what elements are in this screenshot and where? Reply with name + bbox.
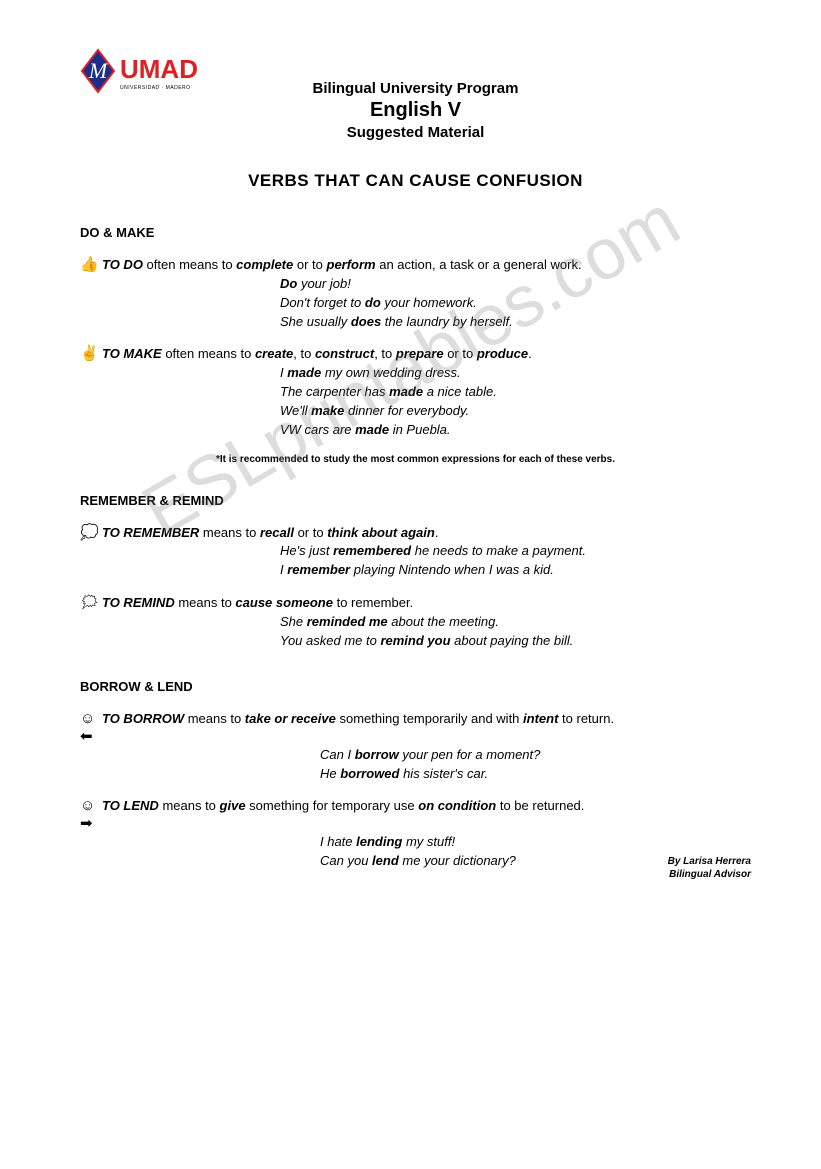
- definition-text: TO MAKE often means to create, to constr…: [102, 345, 751, 364]
- bullet-icon: 💭: [80, 524, 102, 542]
- verb-entry: ☺⬅TO BORROW means to take or receive som…: [80, 710, 751, 784]
- section-note: *It is recommended to study the most com…: [80, 454, 751, 465]
- definition-line: ☺➡TO LEND means to give something for te…: [80, 797, 751, 833]
- definition-line: ☺⬅TO BORROW means to take or receive som…: [80, 710, 751, 746]
- definition-text: TO LEND means to give something for temp…: [102, 797, 751, 816]
- definition-text: TO REMIND means to cause someone to reme…: [102, 594, 751, 613]
- page-title: VERBS THAT CAN CAUSE CONFUSION: [80, 171, 751, 191]
- definition-text: TO DO often means to complete or to perf…: [102, 256, 751, 275]
- example-lines: I made my own wedding dress.The carpente…: [280, 364, 751, 439]
- author-role: Bilingual Advisor: [668, 868, 751, 881]
- section-heading: BORROW & LEND: [80, 679, 751, 694]
- definition-line: 👍TO DO often means to complete or to per…: [80, 256, 751, 275]
- header-course: English V: [80, 99, 751, 122]
- section-heading: REMEMBER & REMIND: [80, 493, 751, 508]
- verb-entry: 👍TO DO often means to complete or to per…: [80, 256, 751, 331]
- bullet-icon: ☺⬅: [80, 710, 102, 746]
- example-lines: He's just remembered he needs to make a …: [280, 542, 751, 580]
- example-lines: Can I borrow your pen for a moment?He bo…: [320, 746, 751, 784]
- verb-entry: ☺➡TO LEND means to give something for te…: [80, 797, 751, 871]
- bullet-icon: 🗯: [80, 594, 102, 612]
- bullet-icon: 👍: [80, 256, 102, 274]
- author-name: By Larisa Herrera: [668, 855, 751, 868]
- verb-entry: 🗯TO REMIND means to cause someone to rem…: [80, 594, 751, 651]
- logo-brand-subtext: UNIVERSIDAD · MADERO: [120, 85, 191, 91]
- definition-text: TO BORROW means to take or receive somet…: [102, 710, 751, 729]
- bullet-icon: ✌: [80, 345, 102, 363]
- logo-brand-text: UMAD: [120, 54, 198, 84]
- brand-logo: M UMAD UNIVERSIDAD · MADERO: [80, 48, 210, 98]
- sections-container: DO & MAKE 👍TO DO often means to complete …: [80, 225, 751, 871]
- section-heading: DO & MAKE: [80, 225, 751, 240]
- logo-m-letter: M: [88, 58, 109, 83]
- author-footer: By Larisa Herrera Bilingual Advisor: [668, 855, 751, 881]
- definition-line: 💭TO REMEMBER means to recall or to think…: [80, 524, 751, 543]
- document-page: M UMAD UNIVERSIDAD · MADERO ESLprintable…: [0, 0, 821, 915]
- bullet-icon: ☺➡: [80, 797, 102, 833]
- definition-text: TO REMEMBER means to recall or to think …: [102, 524, 751, 543]
- definition-line: 🗯TO REMIND means to cause someone to rem…: [80, 594, 751, 613]
- definition-line: ✌TO MAKE often means to create, to const…: [80, 345, 751, 364]
- verb-entry: 💭TO REMEMBER means to recall or to think…: [80, 524, 751, 581]
- example-lines: She reminded me about the meeting.You as…: [280, 613, 751, 651]
- header-subtitle: Suggested Material: [80, 124, 751, 141]
- verb-entry: ✌TO MAKE often means to create, to const…: [80, 345, 751, 439]
- example-lines: Do your job!Don't forget to do your home…: [280, 275, 751, 332]
